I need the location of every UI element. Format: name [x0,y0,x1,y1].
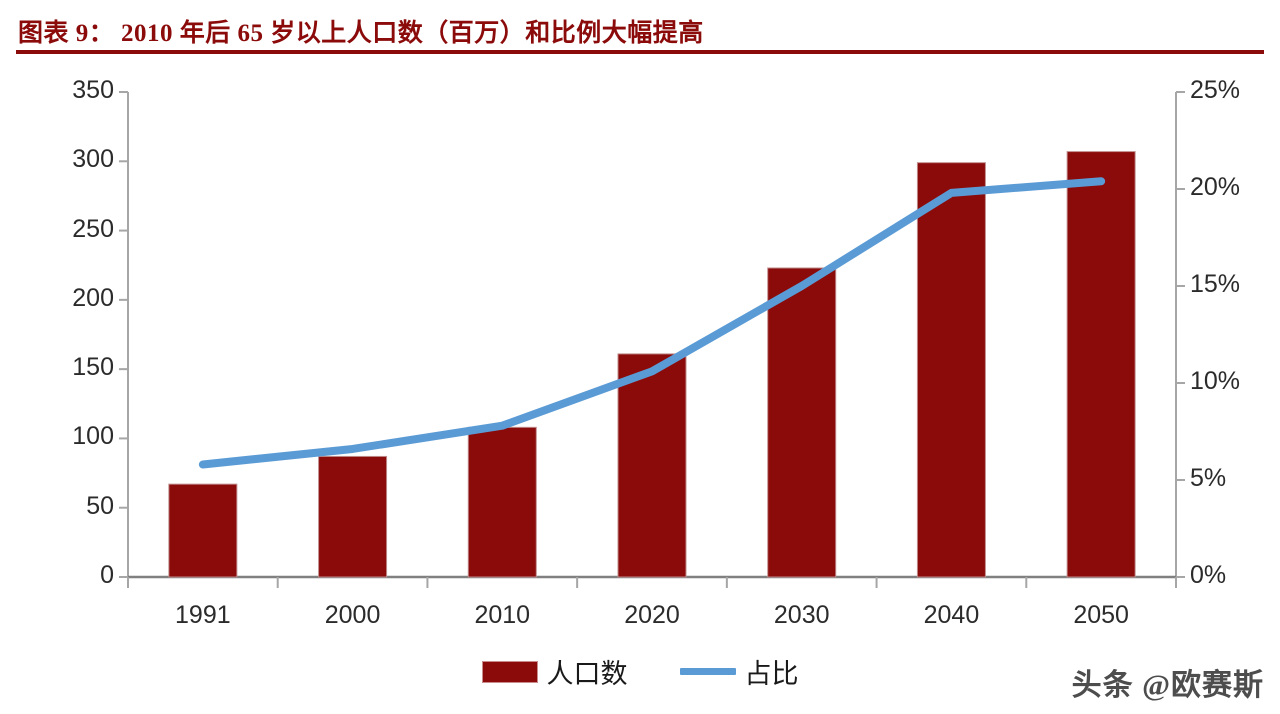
legend-bar-label: 人口数 [546,659,628,689]
y-axis-left-tick: 50 [86,491,114,520]
x-axis-tick: 2050 [1073,601,1129,629]
y-axis-left-tick: 0 [100,561,114,589]
watermark: 头条 @欧赛斯 [1071,669,1264,702]
y-axis-left-tick: 200 [72,283,114,312]
x-axis-tick: 1991 [175,601,231,629]
bar[interactable] [767,267,837,578]
x-axis-tick: 2000 [324,601,381,629]
title-divider [16,50,1264,54]
x-axis-tick: 2030 [773,601,830,629]
page-title: 图表 9： 2010 年后 65 岁以上人口数（百万）和比例大幅提高 [18,20,704,47]
y-axis-right-tick: 5% [1190,464,1227,492]
y-axis-left-tick: 100 [72,422,114,451]
legend-bar-swatch-icon [481,660,538,683]
plot-area: 350 300 250 200 150 100 50 0 25% 20% 15% 10% 5% 0% 1… [0,56,1280,714]
line-series [198,177,1106,469]
chart-legend: 人口数 占比 [0,652,1280,691]
x-axis-tick: 2020 [624,601,680,629]
y-axis-right-tick: 25% [1190,76,1241,104]
legend-item-bar[interactable]: 人口数 [481,652,628,691]
x-axis-tick: 2010 [474,601,531,629]
y-axis-right-tick: 20% [1190,173,1241,201]
y-axis-right-tick: 10% [1190,367,1241,395]
bar[interactable] [1066,151,1136,578]
y-axis-left-tick: 150 [72,353,114,382]
chart-title-bar: 图表 9： 2010 年后 65 岁以上人口数（百万）和比例大幅提高 [0,0,1280,56]
line-path[interactable] [198,177,1106,469]
y-axis-left-tick: 350 [72,76,114,104]
bar[interactable] [168,483,238,578]
bar[interactable] [467,426,537,578]
y-axis-left-tick: 250 [72,214,114,243]
bar-series [168,151,1136,578]
legend-line-swatch-icon [679,668,736,675]
x-axis-tick: 2040 [923,601,980,629]
bar[interactable] [916,162,986,578]
bar[interactable] [318,455,388,578]
bar[interactable] [617,353,687,578]
legend-line-label: 占比 [744,659,799,689]
y-axis-right-tick: 15% [1190,270,1241,298]
y-axis-right-tick: 0% [1190,561,1227,589]
y-axis-left-tick: 300 [72,145,114,174]
chart-canvas [119,91,1185,588]
legend-item-line[interactable]: 占比 [679,652,799,691]
